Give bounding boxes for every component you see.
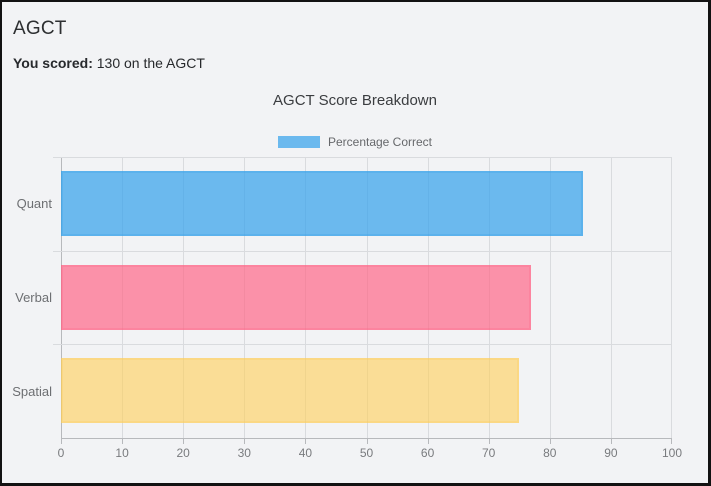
chart-title: AGCT Score Breakdown [273,92,437,109]
category-label-quant: Quant [16,196,52,212]
x-tick-80 [549,438,551,444]
gridline-x-100 [671,157,672,438]
category-label-spatial: Spatial [12,383,52,399]
bar-quant[interactable] [61,171,584,236]
legend-swatch-icon [277,136,320,148]
plot-area [53,157,672,444]
bar-spatial[interactable] [61,358,520,424]
x-tick-label-70: 70 [482,446,496,460]
x-tick-40 [305,438,307,444]
gridline-y-1 [53,250,672,252]
x-tick-label-60: 60 [420,446,435,460]
x-tick-0 [61,438,62,444]
score-summary-value: 130 on the AGCT [96,55,205,71]
x-tick-label-0: 0 [57,446,65,460]
x-tick-label-30: 30 [237,446,251,460]
score-summary: You scored: 130 on the AGCT [13,55,708,71]
chart-legend[interactable]: Percentage Correct [2,136,708,148]
x-tick-label-100: 100 [661,446,683,460]
gridline-y-0 [53,157,672,158]
bar-verbal[interactable] [61,264,532,330]
x-tick-label-50: 50 [359,446,374,460]
x-axis-labels: 0 10 20 30 40 50 60 70 80 90 100 [57,446,682,462]
x-tick-50 [366,438,368,444]
x-tick-label-40: 40 [298,446,313,460]
x-tick-90 [610,438,612,444]
gridline-x-90 [610,157,612,438]
page-title: AGCT [13,18,67,39]
legend-label: Percentage Correct [327,135,433,149]
x-tick-60 [427,438,429,444]
x-tick-label-80: 80 [543,446,557,460]
gridline-y-2 [53,344,672,346]
gridline-x-80 [549,157,551,438]
y-axis-labels: Quant Verbal Spatial [2,157,52,438]
x-tick-label-10: 10 [115,446,129,460]
x-tick-70 [488,438,490,444]
x-tick-20 [183,438,185,444]
category-label-verbal: Verbal [15,289,52,305]
x-tick-100 [671,438,672,444]
x-tick-30 [244,438,246,444]
score-summary-label: You scored: [13,55,93,71]
x-tick-label-20: 20 [176,446,190,460]
x-tick-label-90: 90 [604,446,618,460]
x-tick-10 [122,438,124,444]
